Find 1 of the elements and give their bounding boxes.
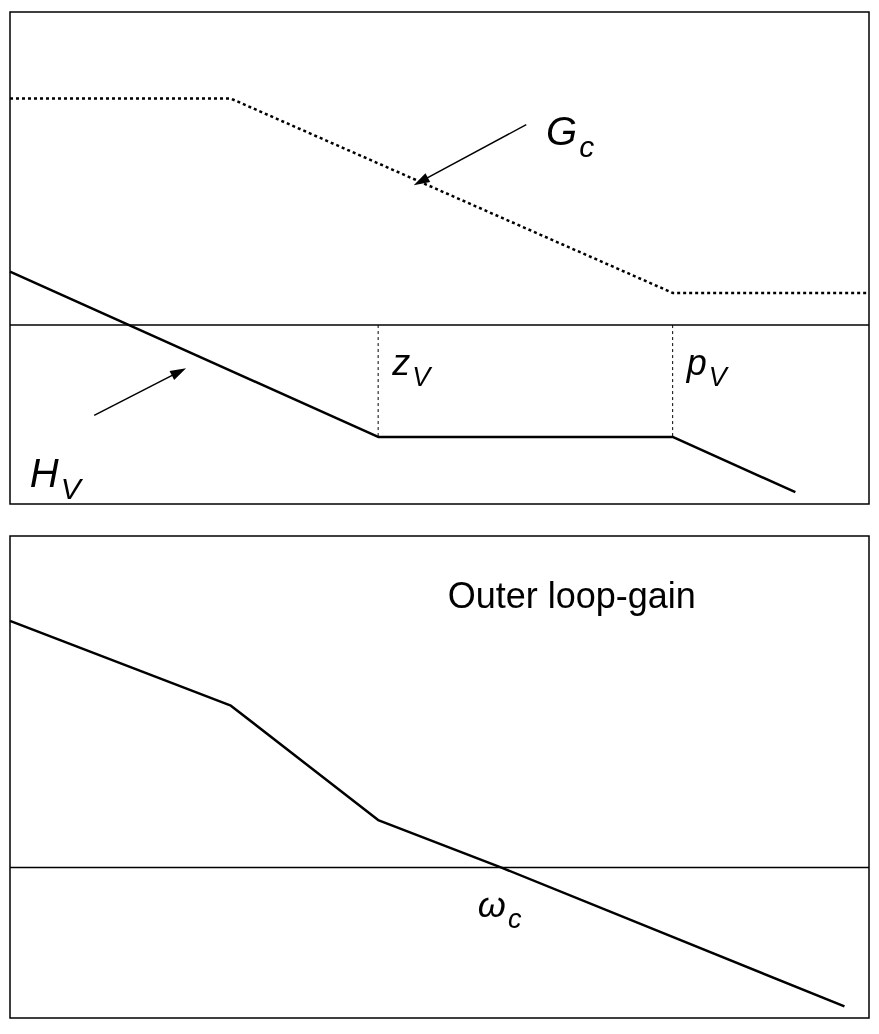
text: Outer loop-gain (447, 575, 696, 617)
